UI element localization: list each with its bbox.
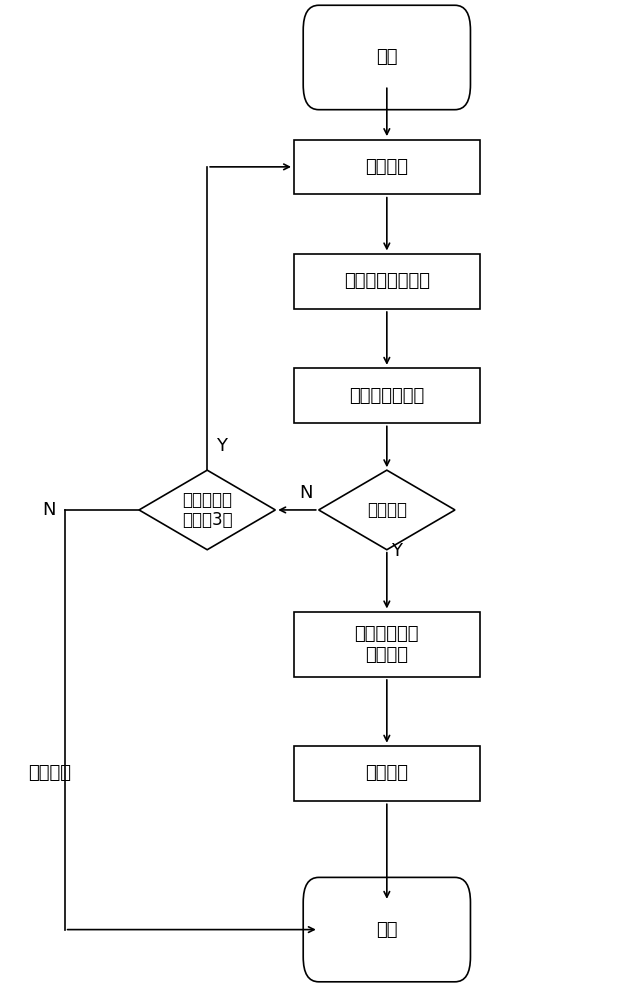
Text: 模板匹配初定位: 模板匹配初定位 [349, 387, 424, 405]
Text: N: N [42, 501, 56, 519]
Text: 图像超分辨率重建: 图像超分辨率重建 [344, 272, 430, 290]
Text: 基于圆拟合的
精确定位: 基于圆拟合的 精确定位 [354, 625, 419, 664]
FancyBboxPatch shape [294, 254, 480, 309]
FancyBboxPatch shape [294, 612, 480, 677]
Text: 结束: 结束 [376, 921, 398, 939]
FancyBboxPatch shape [303, 877, 471, 982]
FancyBboxPatch shape [294, 746, 480, 801]
Text: 开始: 开始 [376, 48, 398, 66]
Text: 返回异常: 返回异常 [28, 764, 71, 782]
Text: 匹配成功: 匹配成功 [367, 501, 407, 519]
Text: Y: Y [391, 542, 402, 560]
Text: 采集图像: 采集图像 [366, 158, 408, 176]
Text: Y: Y [216, 437, 227, 455]
FancyBboxPatch shape [294, 140, 480, 194]
FancyBboxPatch shape [303, 5, 471, 110]
Polygon shape [139, 470, 276, 550]
Text: N: N [299, 484, 312, 502]
FancyBboxPatch shape [294, 368, 480, 423]
Polygon shape [319, 470, 455, 550]
Text: 位移计算: 位移计算 [366, 764, 408, 782]
Text: 连续匹配失
败小于3次: 连续匹配失 败小于3次 [182, 491, 232, 529]
